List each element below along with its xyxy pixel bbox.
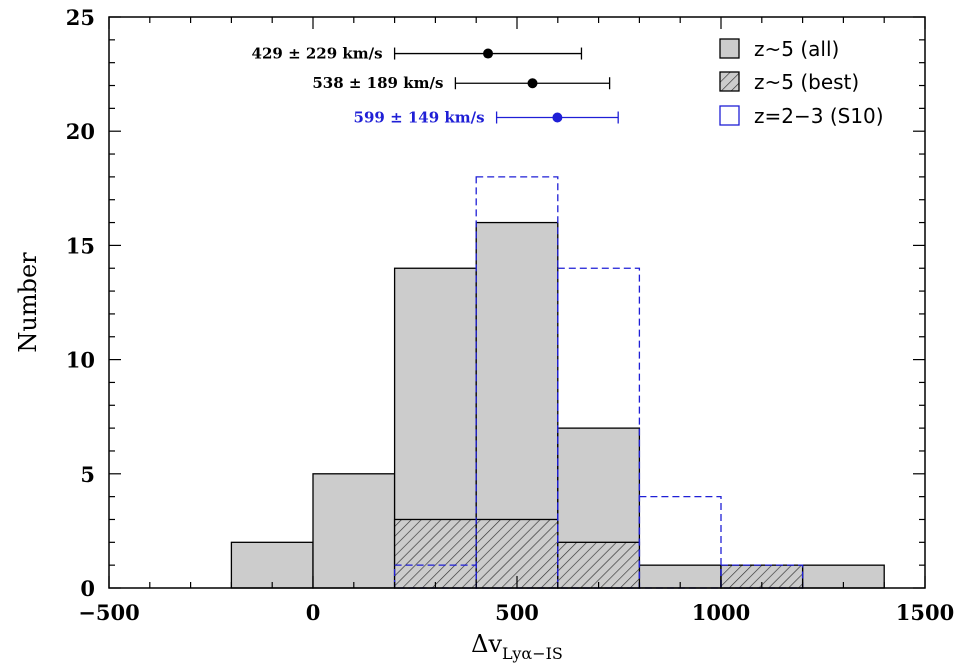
y-tick-label: 25 (66, 5, 95, 30)
mean-point-1 (527, 78, 538, 89)
mean-label-0: 429 ± 229 km/s (252, 45, 383, 63)
x-tick-label: 500 (495, 600, 539, 625)
mean-point-0 (483, 48, 494, 59)
x-axis-label-main: Δv (471, 630, 502, 658)
mean-annotations: 429 ± 229 km/s 538 ± 189 km/s 599 ± 149 km… (252, 45, 619, 126)
y-tick-label: 20 (66, 119, 95, 144)
x-axis-label: ΔvLyα−IS (471, 630, 563, 663)
x-tick-label: 0 (306, 600, 321, 625)
x-tick-label: 1000 (692, 600, 750, 625)
mean-label-2: 599 ± 149 km/s (354, 108, 485, 126)
y-tick-label: 0 (80, 576, 95, 601)
legend-swatch-0 (719, 38, 740, 59)
bar-best-4 (557, 541, 641, 589)
y-tick-label: 5 (80, 462, 95, 487)
legend-swatch-2 (719, 105, 740, 126)
bar-all-0 (230, 541, 314, 589)
mean-point-2 (552, 112, 563, 123)
legend-label-0: z~5 (all) (754, 37, 839, 61)
x-axis-label-subscript: Lyα−IS (502, 644, 563, 663)
y-tick-label: 15 (66, 233, 95, 258)
series-best-bars (393, 518, 804, 589)
legend: z~5 (all) z~5 (best) z=2−3 (S10) (719, 37, 884, 128)
legend-label-1: z~5 (best) (754, 70, 859, 94)
legend-swatch-1 (719, 71, 740, 92)
x-tick-label: 1500 (896, 600, 954, 625)
bar-best-2 (393, 518, 477, 589)
bar-all-1 (312, 473, 396, 589)
mean-label-1: 538 ± 189 km/s (312, 74, 443, 92)
y-tick-label: 10 (66, 348, 95, 373)
axis-ticks (108, 16, 926, 589)
legend-label-2: z=2−3 (S10) (754, 104, 884, 128)
y-axis-label: Number (14, 252, 42, 353)
x-tick-label: −500 (78, 600, 139, 625)
